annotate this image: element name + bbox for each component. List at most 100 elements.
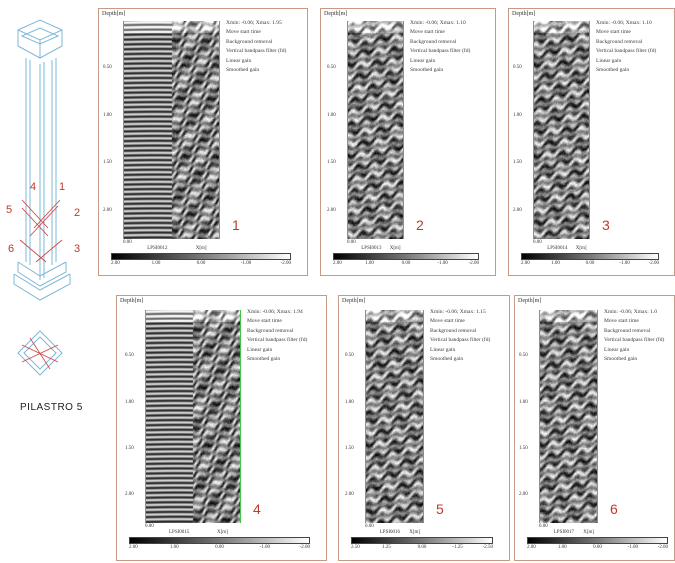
colorbar-tick-label: 2.00 (527, 545, 536, 550)
processing-info-line: Move start time (247, 317, 307, 326)
processing-info-line: Vertical bandpass filter (fd) (596, 47, 656, 56)
amplitude-colorbar (527, 537, 668, 544)
depth-axis-label: Depth[m] (120, 298, 143, 304)
processing-info-line: Xmin: -0.06; Xmax: 1.10 (410, 19, 470, 28)
colorbar-ticks: 2.00 1.00 0.00 -1.00 -2.00 (111, 261, 291, 268)
colorbar-ticks: 2.00 1.00 0.00 -1.00 -2.00 (333, 261, 479, 268)
amplitude-colorbar (111, 253, 291, 260)
processing-info-line: Smoothed gain (247, 355, 307, 364)
processing-info-line: Linear gain (604, 346, 664, 355)
colorbar-tick-label: 0.00 (418, 545, 427, 550)
depth-tick-label: 2.00 (327, 208, 336, 213)
colorbar-tick-label: -2.00 (281, 261, 291, 266)
profile-number: 4 (253, 501, 261, 517)
processing-info-line: Linear gain (410, 57, 470, 66)
amplitude-colorbar (521, 253, 659, 260)
depth-tick-label: 0.50 (345, 353, 354, 358)
pillar-label-3: 3 (74, 243, 80, 255)
pillar-label-2: 2 (74, 207, 80, 219)
colorbar-ticks: 2.50 1.25 0.00 -1.25 -2.50 (351, 545, 493, 552)
processing-info-line: Background removal (410, 38, 470, 47)
profile-number: 3 (602, 217, 610, 233)
processing-info-line: Smoothed gain (430, 355, 490, 364)
x-axis-unit: X[m] (409, 530, 420, 535)
processing-info-line: Linear gain (430, 346, 490, 355)
processing-info-line: Vertical bandpass filter (fd) (410, 47, 470, 56)
colorbar-tick-label: -2.00 (658, 545, 668, 550)
colorbar-tick-label: -2.50 (483, 545, 493, 550)
colorbar-tick-label: -1.00 (260, 545, 270, 550)
processing-info: Xmin: -0.06; Xmax: 1.10 Move start time Ba… (596, 19, 656, 75)
file-name: LPSI0012 (147, 246, 167, 251)
radargram-panel-2: Depth[m] 0.50 1.00 1.50 2.00 Xmin: -0.06; Xma… (320, 8, 496, 276)
x-origin-label: 0.00 (539, 524, 548, 529)
colorbar-ticks: 2.00 1.00 0.00 -1.00 -2.00 (527, 545, 668, 552)
x-axis-unit: X[m] (576, 246, 587, 251)
processing-info-line: Xmin: -0.06; Xmax: 1.15 (430, 308, 490, 317)
colorbar-tick-label: -1.00 (437, 261, 447, 266)
colorbar-tick-label: 0.00 (402, 261, 411, 266)
depth-tick-label: 1.00 (125, 400, 134, 405)
colorbar-tick-label: 1.00 (152, 261, 161, 266)
pillar-label-6: 6 (8, 243, 14, 255)
processing-info-line: Vertical bandpass filter (fd) (247, 336, 307, 345)
processing-info-line: Smoothed gain (604, 355, 664, 364)
depth-tick-label: 1.50 (345, 446, 354, 451)
pillar-outline (14, 20, 70, 300)
radargram-panel-6: Depth[m] 0.50 1.00 1.50 2.00 Xmin: -0.06; Xma… (514, 295, 675, 561)
colorbar-tick-label: 2.00 (129, 545, 138, 550)
file-name: LPSI0014 (547, 246, 567, 251)
pillar-label-4: 4 (30, 181, 36, 193)
processing-info-line: Vertical bandpass filter (fd) (226, 47, 286, 56)
file-name: LPSI0015 (169, 530, 189, 535)
file-name: LPSI0016 (380, 530, 400, 535)
processing-info-line: Xmin: -0.06; Xmax: 1.0 (604, 308, 664, 317)
radargram-panel-5: Depth[m] 0.50 1.00 1.50 2.00 Xmin: -0.06; Xma… (338, 295, 510, 561)
processing-info: Xmin: -0.06; Xmax: 1.15 Move start time Ba… (430, 308, 490, 364)
colorbar-ticks: 2.00 1.00 0.00 -1.00 -2.00 (521, 261, 659, 268)
profile-number: 1 (232, 217, 240, 233)
colorbar-tick-label: 2.00 (521, 261, 530, 266)
processing-info-line: Move start time (604, 317, 664, 326)
processing-info-line: Xmin: -0.06; Xmax: 1.95 (226, 19, 286, 28)
depth-tick-label: 1.00 (519, 400, 528, 405)
colorbar-tick-label: 2.50 (351, 545, 360, 550)
processing-info-line: Move start time (430, 317, 490, 326)
depth-tick-label: 1.00 (327, 113, 336, 118)
processing-info-line: Background removal (430, 327, 490, 336)
file-name: LPSI0017 (554, 530, 574, 535)
processing-info-line: Move start time (596, 28, 656, 37)
colorbar-tick-label: -1.00 (628, 545, 638, 550)
processing-info-line: Move start time (410, 28, 470, 37)
depth-tick-label: 1.50 (125, 446, 134, 451)
radargram-image (539, 310, 598, 523)
depth-tick-label: 1.00 (345, 400, 354, 405)
processing-info-line: Background removal (604, 327, 664, 336)
depth-tick-label: 2.00 (519, 492, 528, 497)
colorbar-tick-label: -2.00 (649, 261, 659, 266)
amplitude-colorbar (333, 253, 479, 260)
colorbar-tick-label: 0.00 (593, 545, 602, 550)
colorbar-ticks: 2.00 1.00 0.00 -1.00 -2.00 (129, 545, 310, 552)
file-name: LPSI0013 (361, 246, 381, 251)
amplitude-colorbar (129, 537, 310, 544)
processing-info-line: Linear gain (247, 346, 307, 355)
processing-info: Xmin: -0.06; Xmax: 1.94 Move start time Ba… (247, 308, 307, 364)
processing-info-line: Background removal (226, 38, 286, 47)
processing-info-line: Vertical bandpass filter (fd) (604, 336, 664, 345)
amplitude-colorbar (351, 537, 493, 544)
x-origin-label: 0.00 (347, 240, 356, 245)
radargram-image (145, 310, 241, 523)
radargram-panel-1: Depth[m] 0.50 1.00 1.50 2.00 Xmin: -0.06; Xma… (98, 8, 308, 276)
x-axis-unit: X[m] (217, 530, 228, 535)
colorbar-tick-label: -2.00 (469, 261, 479, 266)
processing-info-line: Xmin: -0.06; Xmax: 1.94 (247, 308, 307, 317)
depth-tick-label: 0.50 (513, 65, 522, 70)
profile-number: 2 (416, 217, 424, 233)
colorbar-tick-label: -2.00 (300, 545, 310, 550)
processing-info: Xmin: -0.06; Xmax: 1.10 Move start time Ba… (410, 19, 470, 75)
x-origin-label: 0.00 (365, 524, 374, 529)
processing-info: Xmin: -0.06; Xmax: 1.0 Move start time Bac… (604, 308, 664, 364)
processing-info-line: Vertical bandpass filter (fd) (430, 336, 490, 345)
depth-axis-label: Depth[m] (324, 11, 347, 17)
